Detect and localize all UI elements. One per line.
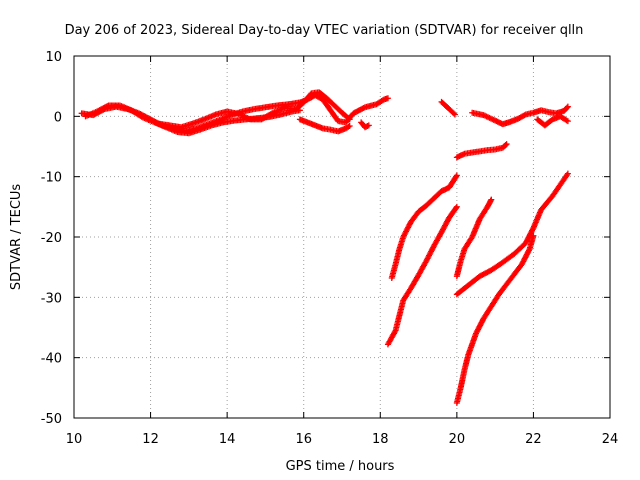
data-points: [78, 89, 571, 406]
data-marker: [450, 110, 457, 117]
series-trace-4: [296, 116, 353, 135]
data-point: [451, 111, 458, 118]
data-point: [503, 141, 510, 148]
x-tick-label: 12: [142, 432, 159, 447]
data-marker: [104, 103, 111, 110]
data-marker: [563, 104, 570, 111]
data-marker: [345, 115, 352, 122]
gridlines: [74, 56, 610, 418]
series-trace-7: [469, 103, 571, 128]
series-trace-11: [384, 203, 460, 348]
y-tick-label: 10: [45, 50, 62, 65]
x-tick-label: 20: [449, 432, 466, 447]
y-tick-label: 0: [54, 110, 62, 125]
data-marker: [502, 141, 509, 148]
y-axis-label: SDTVAR / TECUs: [9, 184, 24, 291]
x-tick-label: 18: [372, 432, 389, 447]
data-point: [564, 103, 571, 110]
y-tick-label: -50: [41, 412, 62, 427]
x-tick-label: 14: [219, 432, 236, 447]
y-tick-label: -40: [41, 352, 62, 367]
x-axis-label: GPS time / hours: [286, 459, 395, 474]
axis-ticks: 10 12 14 16 18 20 22 24 10 0 -10 -20 -30 -40 -50: [41, 50, 619, 447]
series-trace-9: [453, 141, 510, 161]
data-marker: [360, 104, 367, 111]
data-marker: [453, 205, 460, 212]
series-trace-6: [438, 98, 458, 118]
data-point: [564, 170, 571, 177]
x-tick-label: 22: [525, 432, 542, 447]
data-marker: [563, 117, 570, 124]
series-trace-8: [534, 113, 571, 129]
chart-title: Day 206 of 2023, Sidereal Day-to-day VTE…: [65, 23, 584, 38]
data-marker: [563, 171, 570, 178]
data-point: [564, 118, 571, 125]
data-point: [530, 232, 537, 239]
data-point: [453, 203, 460, 210]
data-marker: [453, 173, 460, 180]
data-marker: [345, 123, 352, 130]
series-trace-14: [453, 232, 537, 406]
series-trace-12: [453, 196, 495, 280]
series-trace-10: [388, 172, 460, 282]
data-point: [365, 122, 372, 129]
x-tick-label: 10: [66, 432, 83, 447]
data-point: [453, 172, 460, 179]
x-tick-label: 16: [295, 432, 312, 447]
data-point: [346, 116, 353, 123]
y-tick-label: -30: [41, 291, 62, 306]
data-marker: [268, 110, 275, 117]
data-marker: [521, 112, 528, 119]
y-tick-label: -10: [41, 171, 62, 186]
data-point: [384, 95, 391, 102]
data-point: [346, 122, 353, 129]
series-trace-5: [358, 119, 372, 131]
x-tick-label: 24: [602, 432, 619, 447]
y-tick-label: -20: [41, 231, 62, 246]
series-trace-3: [155, 89, 353, 131]
data-point: [488, 196, 495, 203]
